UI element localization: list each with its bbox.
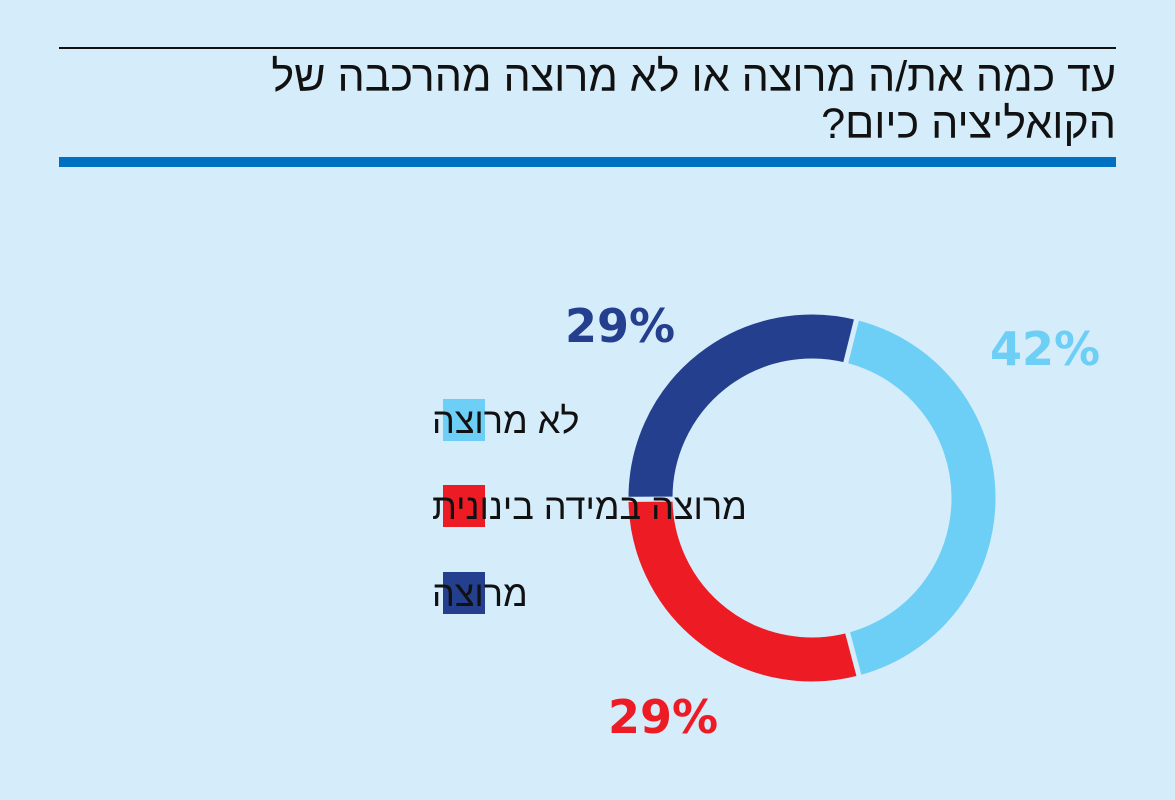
donut-slices: [623, 309, 1001, 687]
chart-title-line-2: הקואליציה כיום?: [821, 100, 1116, 148]
legend-label-1: לא מרוצה: [432, 400, 579, 441]
donut-slice-3: [623, 309, 861, 502]
top-rule: [59, 47, 1116, 49]
legend-swatch-2: [443, 485, 485, 527]
title-underline: [59, 157, 1116, 167]
chart-title: עד כמה את/ה מרוצה או לא מרוצה מהרכבה של …: [59, 54, 1116, 148]
legend: לא מרוצה מרוצה במידה בינונית מרוצה: [432, 399, 747, 614]
percentage-labels: 42% 29% 29%: [565, 299, 1100, 744]
donut-slice-1: [842, 314, 1001, 681]
percent-label-2: 29%: [608, 690, 718, 744]
legend-label-2: מרוצה במידה בינונית: [432, 486, 747, 527]
legend-swatch-3: [443, 572, 485, 614]
chart-title-line-1: עד כמה את/ה מרוצה או לא מרוצה מהרכבה של: [271, 53, 1116, 101]
percent-label-3: 29%: [565, 299, 675, 353]
legend-label-3: מרוצה: [432, 573, 528, 614]
legend-swatch-1: [443, 399, 485, 441]
percent-label-1: 42%: [990, 322, 1100, 376]
